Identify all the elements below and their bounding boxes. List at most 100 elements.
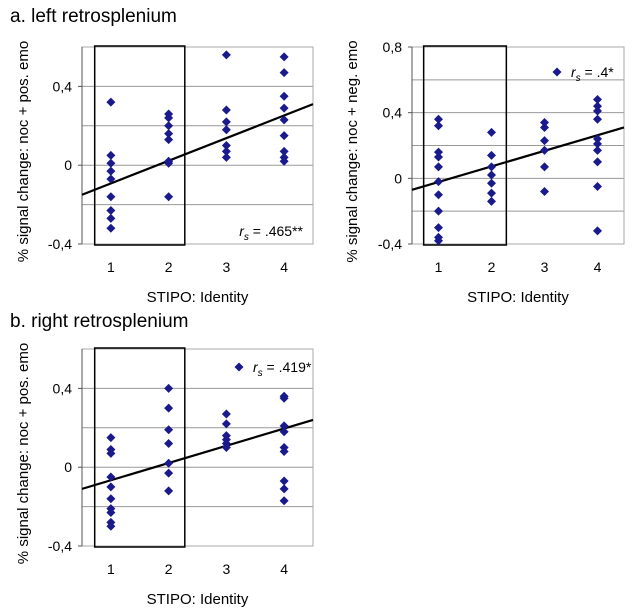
- trend-line: [411, 126, 625, 191]
- highlight-box: [93, 347, 186, 548]
- y-tick-label: -0,4: [48, 236, 72, 252]
- correlation-label: rs = .419*: [253, 359, 312, 379]
- data-point: [106, 521, 116, 531]
- x-tick-label: 4: [280, 561, 288, 577]
- data-point: [221, 105, 231, 115]
- data-point: [593, 134, 602, 144]
- data-point: [487, 188, 496, 198]
- data-point: [164, 458, 174, 468]
- data-point: [221, 443, 231, 452]
- data-point: [106, 508, 116, 518]
- data-point: [164, 468, 174, 478]
- data-point: [487, 150, 496, 160]
- data-point: [106, 472, 116, 482]
- plot-area: [81, 46, 314, 245]
- x-tick-label: 2: [165, 561, 173, 577]
- data-point: [106, 448, 116, 458]
- data-point: [279, 91, 289, 101]
- annotation-marker: [552, 67, 562, 77]
- y-tick-label: 0: [394, 170, 402, 186]
- data-point: [164, 439, 174, 449]
- data-point: [593, 106, 602, 116]
- y-tick-label: -0,4: [378, 236, 402, 252]
- data-point: [434, 162, 443, 172]
- data-point: [540, 186, 549, 196]
- data-point: [279, 476, 289, 486]
- data-point: [487, 162, 496, 172]
- data-point: [279, 393, 289, 403]
- data-point: [279, 131, 289, 141]
- data-point: [593, 139, 602, 149]
- data-point: [593, 182, 602, 192]
- data-point: [279, 496, 289, 506]
- data-point: [221, 419, 231, 429]
- chart-left-pos: -0,4 0 0,4 1 2 3 4 STIPO: Identity % signal chan…: [15, 41, 314, 306]
- x-axis-label: STIPO: Identity: [147, 289, 249, 306]
- highlight-box: [93, 45, 186, 246]
- data-point: [593, 95, 602, 105]
- data-point: [279, 421, 289, 431]
- data-point: [593, 226, 602, 236]
- data-point: [593, 114, 602, 124]
- data-point: [106, 494, 116, 504]
- y-tick-label: 0: [64, 459, 72, 475]
- data-point: [434, 223, 443, 233]
- data-point: [279, 68, 289, 78]
- y-axis-label: % signal change: noc + pos. emo: [15, 343, 32, 564]
- x-tick-label: 1: [435, 259, 443, 275]
- x-axis-label: STIPO: Identity: [467, 289, 569, 306]
- data-point: [106, 213, 116, 223]
- data-point: [434, 114, 443, 124]
- data-point: [279, 115, 289, 125]
- data-point: [593, 101, 602, 111]
- data-point: [540, 162, 549, 172]
- data-point: [106, 174, 116, 184]
- data-point: [279, 484, 289, 494]
- data-point: [221, 125, 231, 135]
- data-point: [221, 141, 231, 150]
- data-point: [434, 190, 443, 200]
- x-tick-label: 4: [594, 259, 602, 275]
- data-point: [221, 146, 231, 156]
- x-tick-label: 4: [280, 259, 288, 275]
- data-point: [106, 97, 116, 107]
- data-point: [487, 196, 496, 206]
- data-point: [164, 129, 174, 139]
- y-tick-label: 0: [64, 157, 72, 173]
- data-point: [487, 170, 496, 180]
- data-point: [540, 118, 549, 128]
- data-point: [106, 192, 116, 202]
- data-point: [279, 446, 289, 456]
- trend-line: [81, 103, 314, 196]
- x-axis-label: STIPO: Identity: [147, 591, 249, 608]
- data-point: [487, 127, 496, 137]
- data-point: [434, 206, 443, 216]
- data-point: [434, 236, 443, 246]
- trend-line: [81, 418, 314, 490]
- data-point: [540, 136, 549, 146]
- y-tick-label: 0,4: [383, 105, 403, 121]
- data-point: [434, 121, 443, 131]
- data-point: [221, 152, 231, 162]
- x-tick-label: 3: [222, 561, 230, 577]
- data-point: [221, 117, 231, 127]
- data-point: [164, 486, 174, 496]
- correlation-label: rs = .465**: [239, 223, 303, 243]
- data-point: [106, 223, 116, 233]
- data-point: [106, 150, 116, 160]
- data-point: [593, 145, 602, 155]
- data-point: [279, 427, 289, 437]
- data-point: [164, 403, 174, 413]
- highlight-box: [422, 45, 508, 246]
- y-tick-label: 0,8: [383, 39, 403, 55]
- data-point: [487, 178, 496, 188]
- y-axis-label: % signal change: noc + pos. emo: [15, 41, 32, 262]
- data-point: [593, 157, 602, 167]
- correlation-label: rs = .4*: [571, 64, 614, 84]
- data-point: [221, 409, 231, 419]
- data-point: [164, 383, 174, 393]
- data-point: [164, 158, 174, 168]
- x-tick-label: 1: [107, 259, 115, 275]
- data-point: [279, 146, 289, 156]
